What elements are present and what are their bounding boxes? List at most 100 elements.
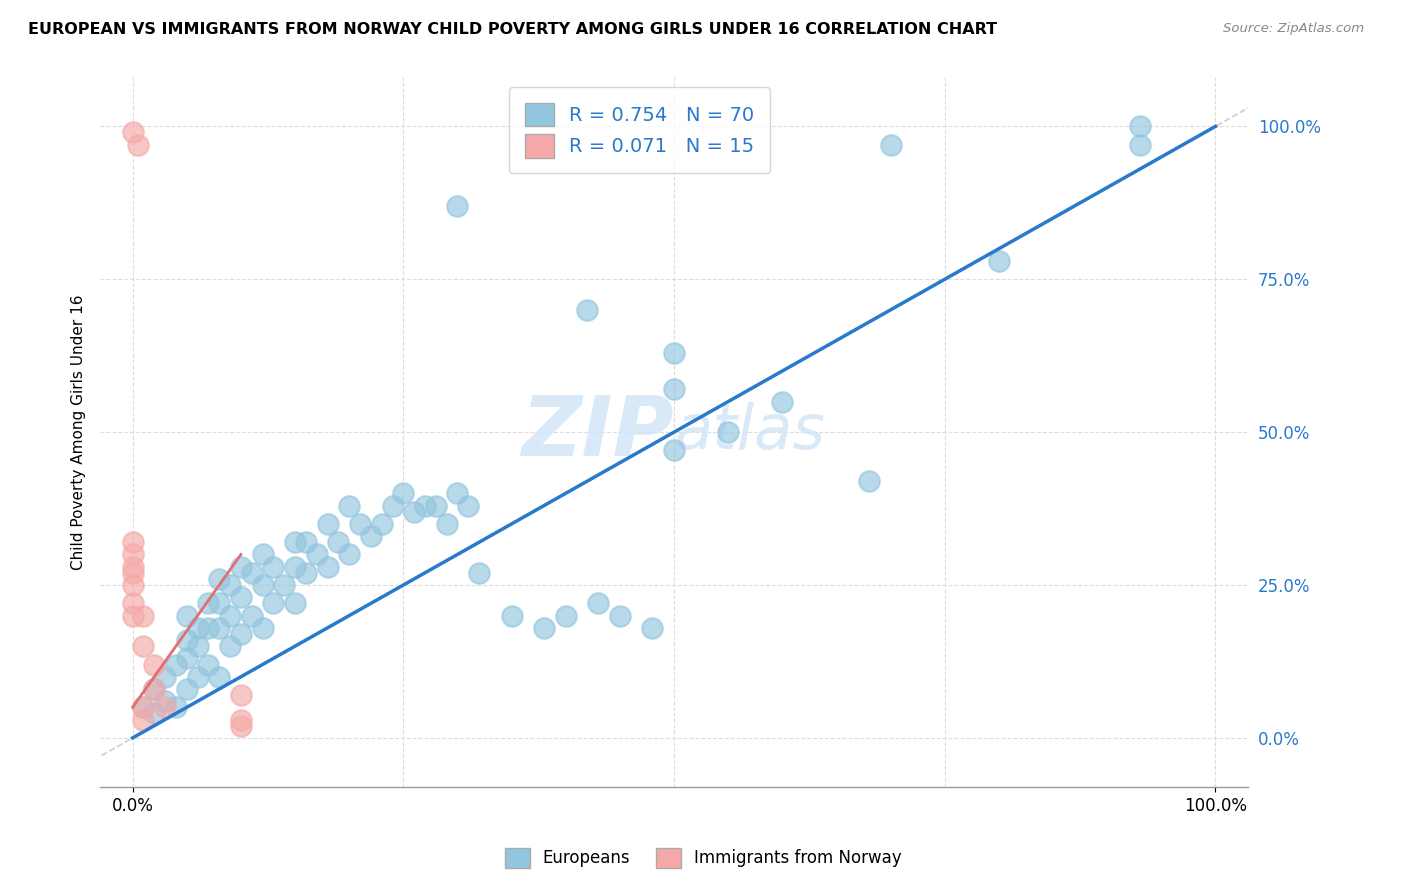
Point bbox=[132, 700, 155, 714]
Point bbox=[316, 516, 339, 531]
Point bbox=[165, 657, 187, 672]
Point bbox=[533, 621, 555, 635]
Point bbox=[153, 694, 176, 708]
Point bbox=[662, 345, 685, 359]
Point bbox=[337, 499, 360, 513]
Point bbox=[229, 591, 252, 605]
Point bbox=[717, 425, 740, 439]
Point bbox=[392, 486, 415, 500]
Point bbox=[229, 713, 252, 727]
Point bbox=[370, 516, 392, 531]
Point bbox=[187, 621, 209, 635]
Point bbox=[328, 535, 350, 549]
Point bbox=[229, 688, 252, 702]
Point bbox=[143, 657, 166, 672]
Point bbox=[360, 529, 382, 543]
Point bbox=[132, 639, 155, 653]
Point bbox=[273, 578, 295, 592]
Point bbox=[143, 681, 166, 696]
Point bbox=[143, 681, 166, 696]
Point bbox=[229, 559, 252, 574]
Point bbox=[262, 559, 284, 574]
Text: atlas: atlas bbox=[673, 402, 825, 462]
Point bbox=[295, 566, 318, 580]
Point bbox=[153, 700, 176, 714]
Point bbox=[316, 559, 339, 574]
Point bbox=[1129, 120, 1152, 134]
Point bbox=[208, 596, 231, 610]
Point bbox=[468, 566, 491, 580]
Point bbox=[208, 670, 231, 684]
Point bbox=[252, 548, 274, 562]
Point bbox=[197, 596, 219, 610]
Point bbox=[337, 548, 360, 562]
Point bbox=[240, 566, 263, 580]
Point bbox=[240, 608, 263, 623]
Point bbox=[121, 535, 143, 549]
Point bbox=[176, 633, 198, 648]
Point bbox=[229, 719, 252, 733]
Point bbox=[457, 499, 479, 513]
Point bbox=[858, 474, 880, 488]
Point bbox=[208, 572, 231, 586]
Point bbox=[153, 670, 176, 684]
Point bbox=[121, 126, 143, 140]
Point bbox=[641, 621, 664, 635]
Point bbox=[1129, 137, 1152, 152]
Point bbox=[127, 137, 149, 152]
Point bbox=[576, 302, 599, 317]
Point bbox=[662, 443, 685, 458]
Point bbox=[187, 670, 209, 684]
Point bbox=[229, 627, 252, 641]
Point bbox=[404, 505, 426, 519]
Point bbox=[381, 499, 404, 513]
Point bbox=[121, 559, 143, 574]
Point bbox=[132, 713, 155, 727]
Y-axis label: Child Poverty Among Girls Under 16: Child Poverty Among Girls Under 16 bbox=[72, 294, 86, 570]
Point bbox=[121, 578, 143, 592]
Point bbox=[132, 608, 155, 623]
Point bbox=[176, 608, 198, 623]
Point bbox=[262, 596, 284, 610]
Point bbox=[176, 651, 198, 665]
Point bbox=[446, 199, 468, 213]
Point bbox=[284, 559, 307, 574]
Point bbox=[165, 700, 187, 714]
Point bbox=[121, 566, 143, 580]
Point bbox=[284, 535, 307, 549]
Point bbox=[501, 608, 523, 623]
Point bbox=[436, 516, 458, 531]
Point bbox=[121, 608, 143, 623]
Point bbox=[425, 499, 447, 513]
Point bbox=[609, 608, 631, 623]
Point bbox=[143, 706, 166, 721]
Point bbox=[295, 535, 318, 549]
Point bbox=[586, 596, 609, 610]
Point bbox=[121, 548, 143, 562]
Point bbox=[187, 639, 209, 653]
Point bbox=[208, 621, 231, 635]
Point bbox=[349, 516, 371, 531]
Text: ZIP: ZIP bbox=[522, 392, 673, 473]
Point bbox=[446, 486, 468, 500]
Point bbox=[554, 608, 576, 623]
Point bbox=[413, 499, 436, 513]
Point bbox=[879, 137, 901, 152]
Point bbox=[662, 382, 685, 396]
Point bbox=[219, 639, 242, 653]
Point bbox=[121, 596, 143, 610]
Legend: Europeans, Immigrants from Norway: Europeans, Immigrants from Norway bbox=[498, 841, 908, 875]
Point bbox=[252, 621, 274, 635]
Point bbox=[219, 578, 242, 592]
Point bbox=[284, 596, 307, 610]
Point bbox=[132, 700, 155, 714]
Point bbox=[219, 608, 242, 623]
Point bbox=[197, 621, 219, 635]
Point bbox=[987, 253, 1010, 268]
Point bbox=[176, 681, 198, 696]
Point bbox=[252, 578, 274, 592]
Point bbox=[770, 394, 793, 409]
Text: Source: ZipAtlas.com: Source: ZipAtlas.com bbox=[1223, 22, 1364, 36]
Point bbox=[305, 548, 328, 562]
Legend: R = 0.754   N = 70, R = 0.071   N = 15: R = 0.754 N = 70, R = 0.071 N = 15 bbox=[509, 87, 770, 174]
